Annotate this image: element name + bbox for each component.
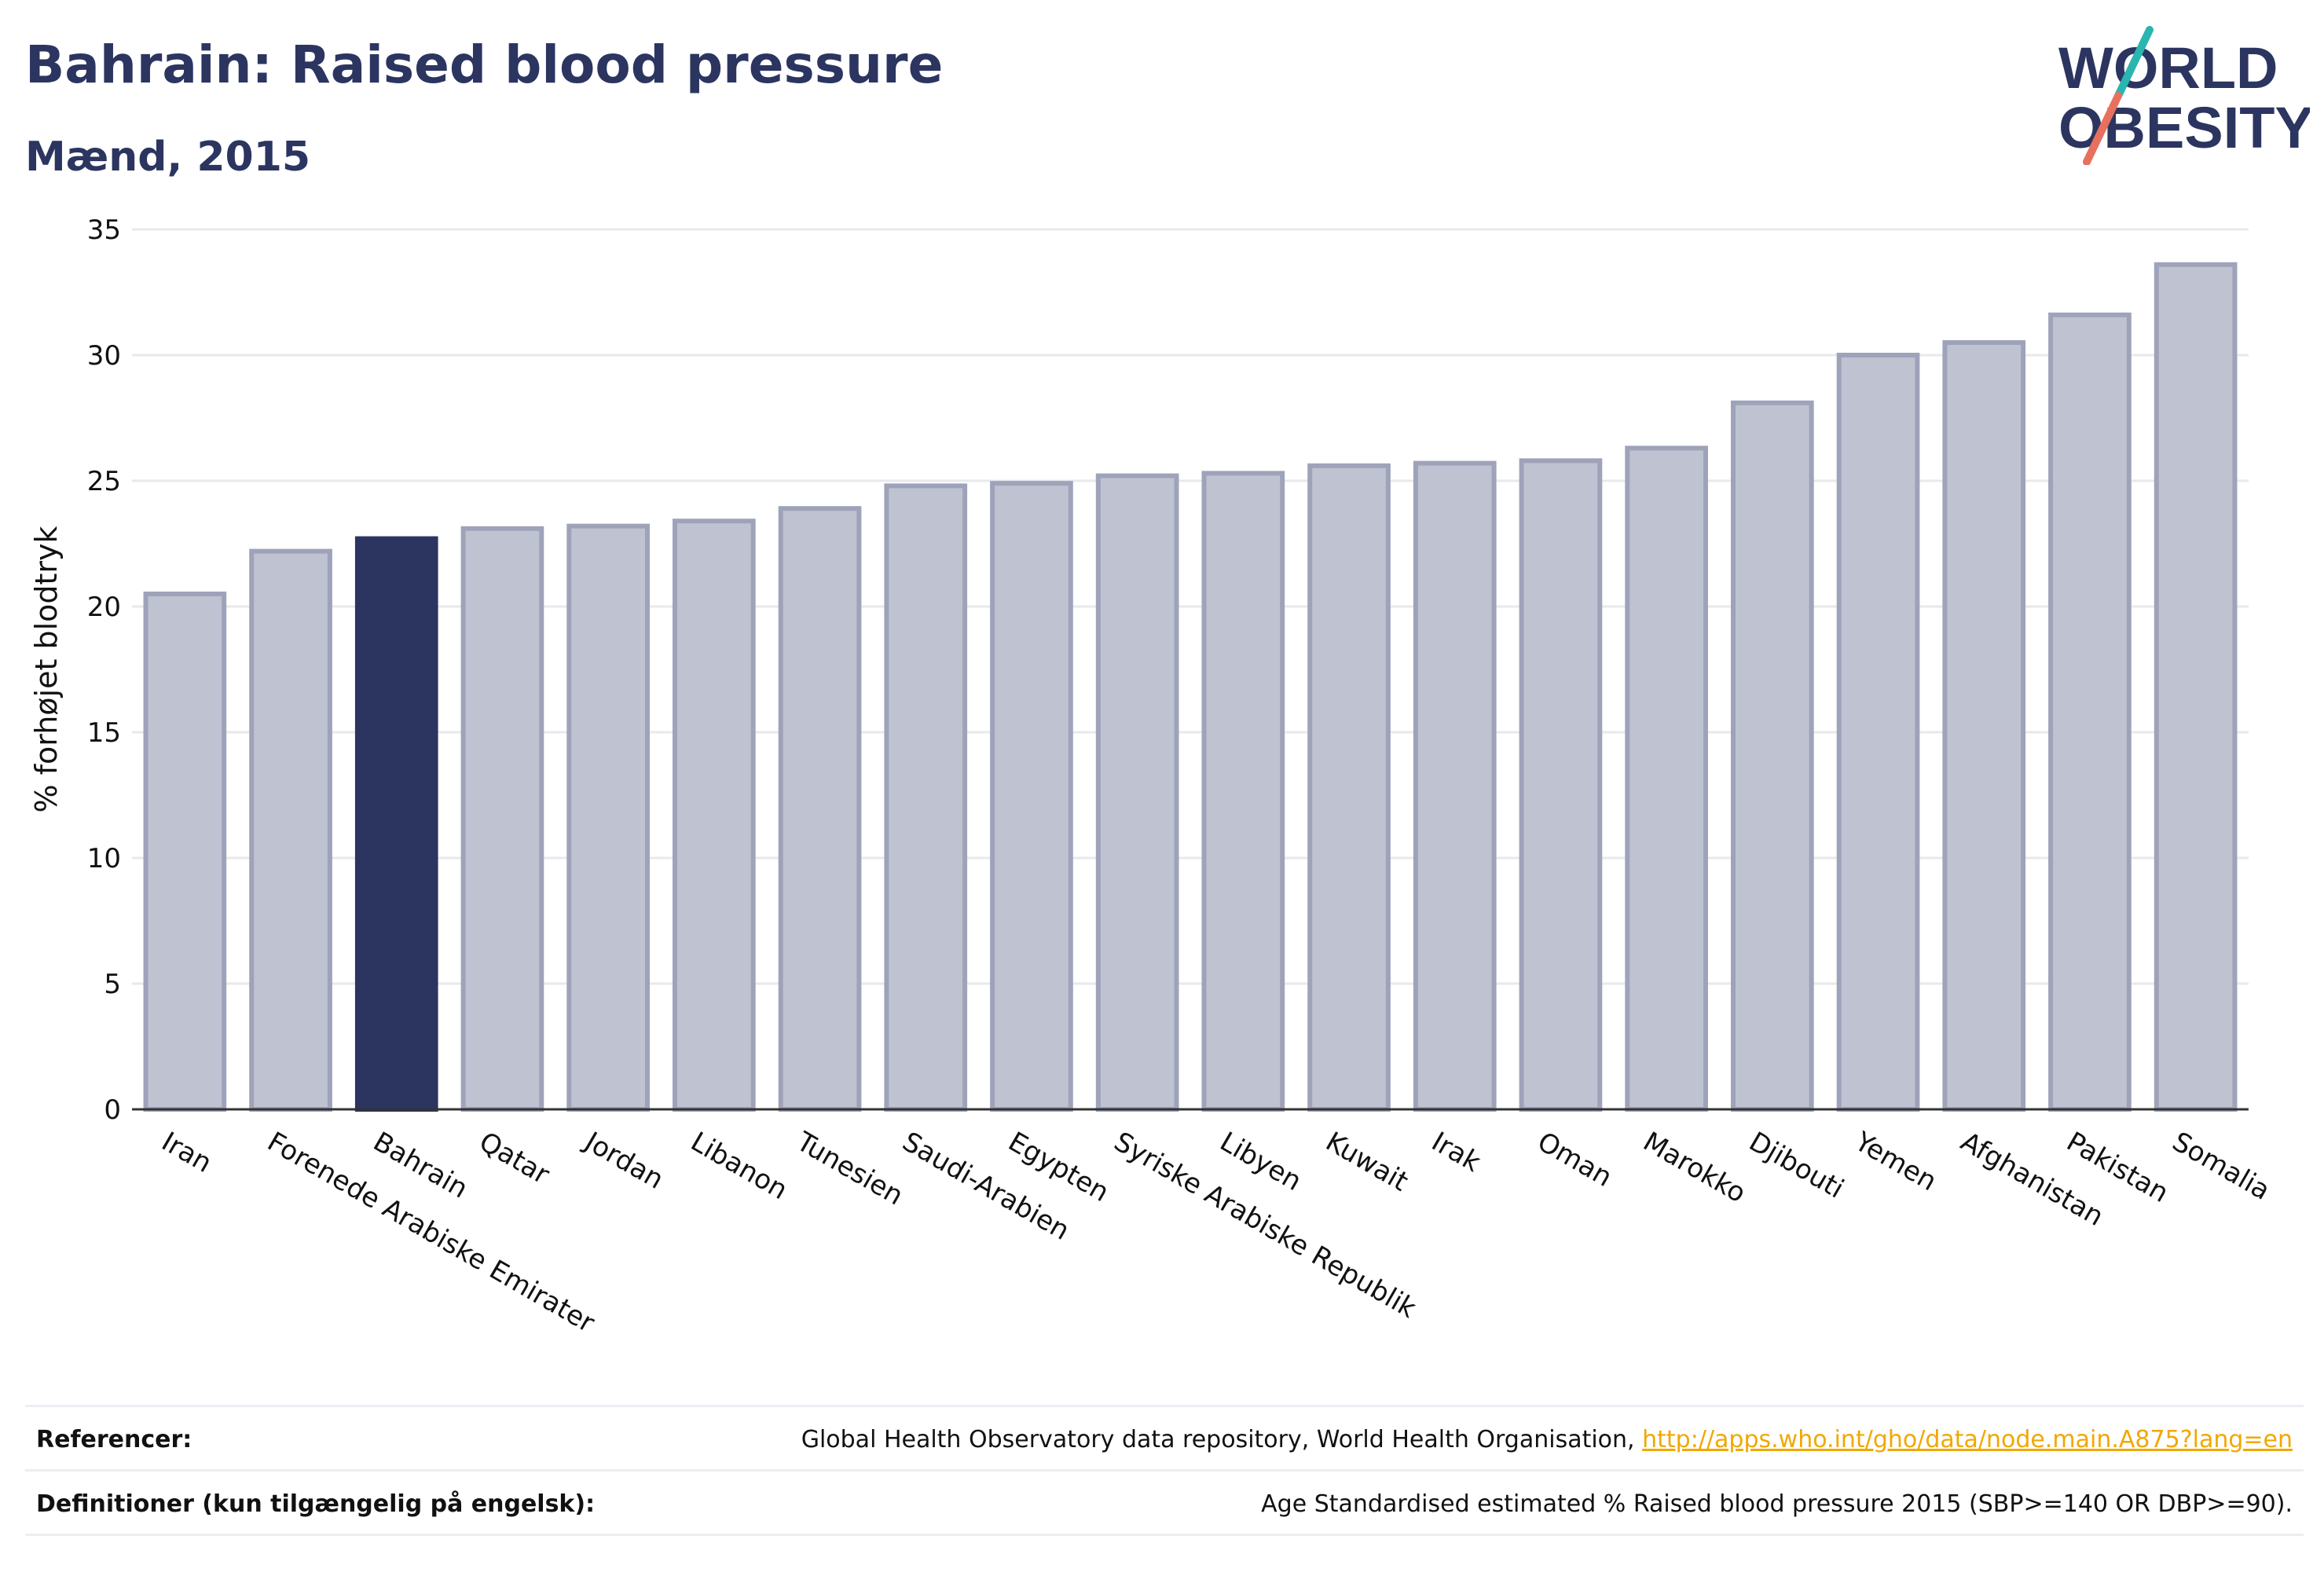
references-label: Referencer: <box>36 1426 192 1453</box>
references-text: Global Health Observatory data repositor… <box>801 1426 1635 1453</box>
references-link[interactable]: http://apps.who.int/gho/data/node.main.A… <box>1642 1426 2293 1453</box>
bar-marokko <box>1625 445 1708 1112</box>
bar-chart: 0 5 10 15 20 25 30 35 Iran Forenede Arabiske Emi… <box>29 214 2275 1339</box>
world-obesity-logo: WORLD OBESITY <box>2058 26 2310 165</box>
y-tick-label: 20 <box>87 592 121 623</box>
definitions-value: Age Standardised estimated % Raised bloo… <box>1261 1490 2293 1518</box>
references-row: Referencer: Global Health Observatory da… <box>25 1405 2304 1472</box>
bar-syriske-arabiske-republik <box>1095 473 1179 1112</box>
bar-forenede-arabiske-emirater <box>249 548 332 1112</box>
x-tick-label: Libanon <box>685 1126 793 1206</box>
y-tick-label: 15 <box>87 717 121 749</box>
gridlines <box>132 228 2249 985</box>
x-tick-label: Oman <box>1532 1126 1618 1193</box>
logo-line1: WORLD <box>2058 35 2278 101</box>
y-tick-label: 35 <box>87 214 121 246</box>
definitions-row: Definitioner (kun tilgængelig på engelsk… <box>25 1469 2304 1536</box>
bar-djibouti <box>1731 400 1814 1112</box>
x-tick-label: Marokko <box>1638 1126 1751 1209</box>
definitions-label: Definitioner (kun tilgængelig på engelsk… <box>36 1490 596 1518</box>
bars <box>143 262 2238 1112</box>
bar-libyen <box>1201 471 1285 1112</box>
x-tick-label: Djibouti <box>1743 1126 1849 1205</box>
footer-divider <box>25 1534 2304 1536</box>
x-tick-label: Iran <box>156 1126 217 1179</box>
x-tick-label: Qatar <box>474 1126 555 1191</box>
y-tick-label: 0 <box>104 1094 121 1126</box>
logo-accent-teal <box>2114 26 2154 100</box>
bar-bahrain <box>354 536 438 1112</box>
x-tick-label: Irak <box>1426 1126 1486 1178</box>
y-tick-label: 5 <box>104 969 121 1000</box>
y-tick-label: 25 <box>87 466 121 497</box>
bar-kuwait <box>1307 463 1391 1112</box>
chart-title: Bahrain: Raised blood pressure <box>25 35 944 95</box>
logo-accent-coral <box>2083 92 2122 165</box>
bar-saudi-arabien <box>884 483 968 1112</box>
bar-oman <box>1519 458 1603 1112</box>
x-tick-label: Yemen <box>1849 1126 1942 1198</box>
y-tick-label: 30 <box>87 340 121 372</box>
y-tick-label: 10 <box>87 843 121 874</box>
bar-egypten <box>990 481 1073 1112</box>
references-value: Global Health Observatory data repositor… <box>801 1426 2293 1453</box>
bar-tunesien <box>778 506 862 1112</box>
bar-afghanistan <box>1942 340 2026 1112</box>
bar-pakistan <box>2048 312 2132 1112</box>
y-axis-title: % forhøjet blodtryk <box>29 526 64 812</box>
bar-yemen <box>1836 353 1920 1112</box>
y-axis-ticks: 0 5 10 15 20 25 30 35 <box>87 214 121 1126</box>
x-tick-label: Kuwait <box>1321 1126 1413 1197</box>
x-tick-label: Somalia <box>2167 1126 2275 1207</box>
chart-subtitle: Mænd, 2015 <box>25 134 311 181</box>
x-tick-label: Jordan <box>578 1125 669 1196</box>
bar-iran <box>143 592 227 1112</box>
bar-irak <box>1413 460 1497 1112</box>
bar-somalia <box>2154 262 2238 1112</box>
bar-jordan <box>566 523 650 1112</box>
bar-libanon <box>673 519 756 1112</box>
x-tick-label: Tunesien <box>790 1126 908 1212</box>
bar-qatar <box>460 526 544 1112</box>
